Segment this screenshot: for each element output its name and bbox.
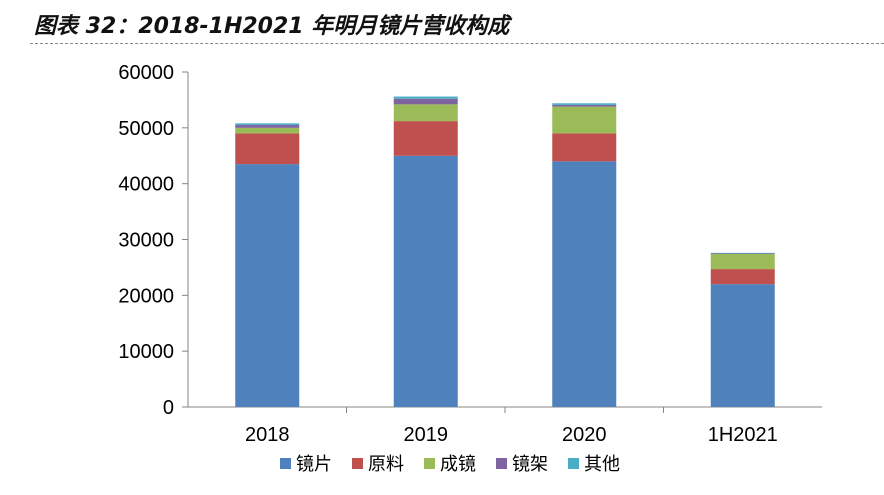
bar-segment-2020-镜架 (552, 104, 617, 107)
legend-item-原料: 原料 (352, 454, 404, 475)
title-divider (30, 43, 884, 44)
bar-segment-1H2021-原料 (710, 269, 775, 285)
y-tick-label: 50000 (118, 118, 174, 140)
bar-segment-2018-镜架 (235, 125, 300, 128)
bar-segment-1H2021-其他 (710, 252, 775, 254)
bar-segment-2019-成镜 (393, 104, 458, 122)
legend-swatch (568, 458, 579, 469)
bar-segment-2020-镜片 (552, 161, 617, 407)
x-category-label: 1H2021 (708, 424, 778, 446)
y-tick-label: 20000 (118, 285, 174, 307)
y-tick-label: 30000 (118, 230, 174, 252)
y-tick-label: 40000 (118, 174, 174, 196)
bar-segment-2020-其他 (552, 103, 617, 105)
bar-segment-2020-成镜 (552, 106, 617, 134)
legend-item-其他: 其他 (568, 454, 620, 475)
bar-segment-1H2021-镜架 (710, 253, 775, 255)
bar-segment-2019-镜架 (393, 98, 458, 105)
x-category-label: 2018 (245, 424, 290, 446)
chart-figure-title: 图表 32：2018-1H2021 年明月镜片营收构成 (34, 14, 510, 39)
legend-swatch (352, 458, 363, 469)
legend-swatch (280, 458, 291, 469)
bar-segment-1H2021-成镜 (710, 254, 775, 270)
bar-segment-2018-成镜 (235, 127, 300, 134)
bar-segment-2019-其他 (393, 96, 458, 99)
y-tick-label: 0 (163, 397, 174, 419)
y-tick-label: 10000 (118, 341, 174, 363)
bar-segment-2019-镜片 (393, 155, 458, 407)
legend-label: 镜架 (512, 454, 548, 475)
bar-segment-2018-原料 (235, 133, 300, 165)
legend-swatch (496, 458, 507, 469)
bar-segment-2018-其他 (235, 123, 300, 126)
legend-swatch (424, 458, 435, 469)
legend-label: 原料 (368, 454, 404, 475)
bar-segment-1H2021-镜片 (710, 284, 775, 407)
bar-segment-2019-原料 (393, 121, 458, 156)
bar-segment-2020-原料 (552, 133, 617, 162)
legend-label: 其他 (584, 454, 620, 475)
bar-segment-2018-镜片 (235, 164, 300, 407)
legend-item-镜片: 镜片 (280, 454, 332, 475)
legend-item-成镜: 成镜 (424, 454, 476, 475)
y-tick-label: 60000 (118, 62, 174, 84)
legend-label: 成镜 (440, 454, 476, 475)
x-category-label: 2019 (404, 424, 449, 446)
legend-label: 镜片 (296, 454, 332, 475)
legend-item-镜架: 镜架 (496, 454, 548, 475)
x-category-label: 2020 (562, 424, 607, 446)
